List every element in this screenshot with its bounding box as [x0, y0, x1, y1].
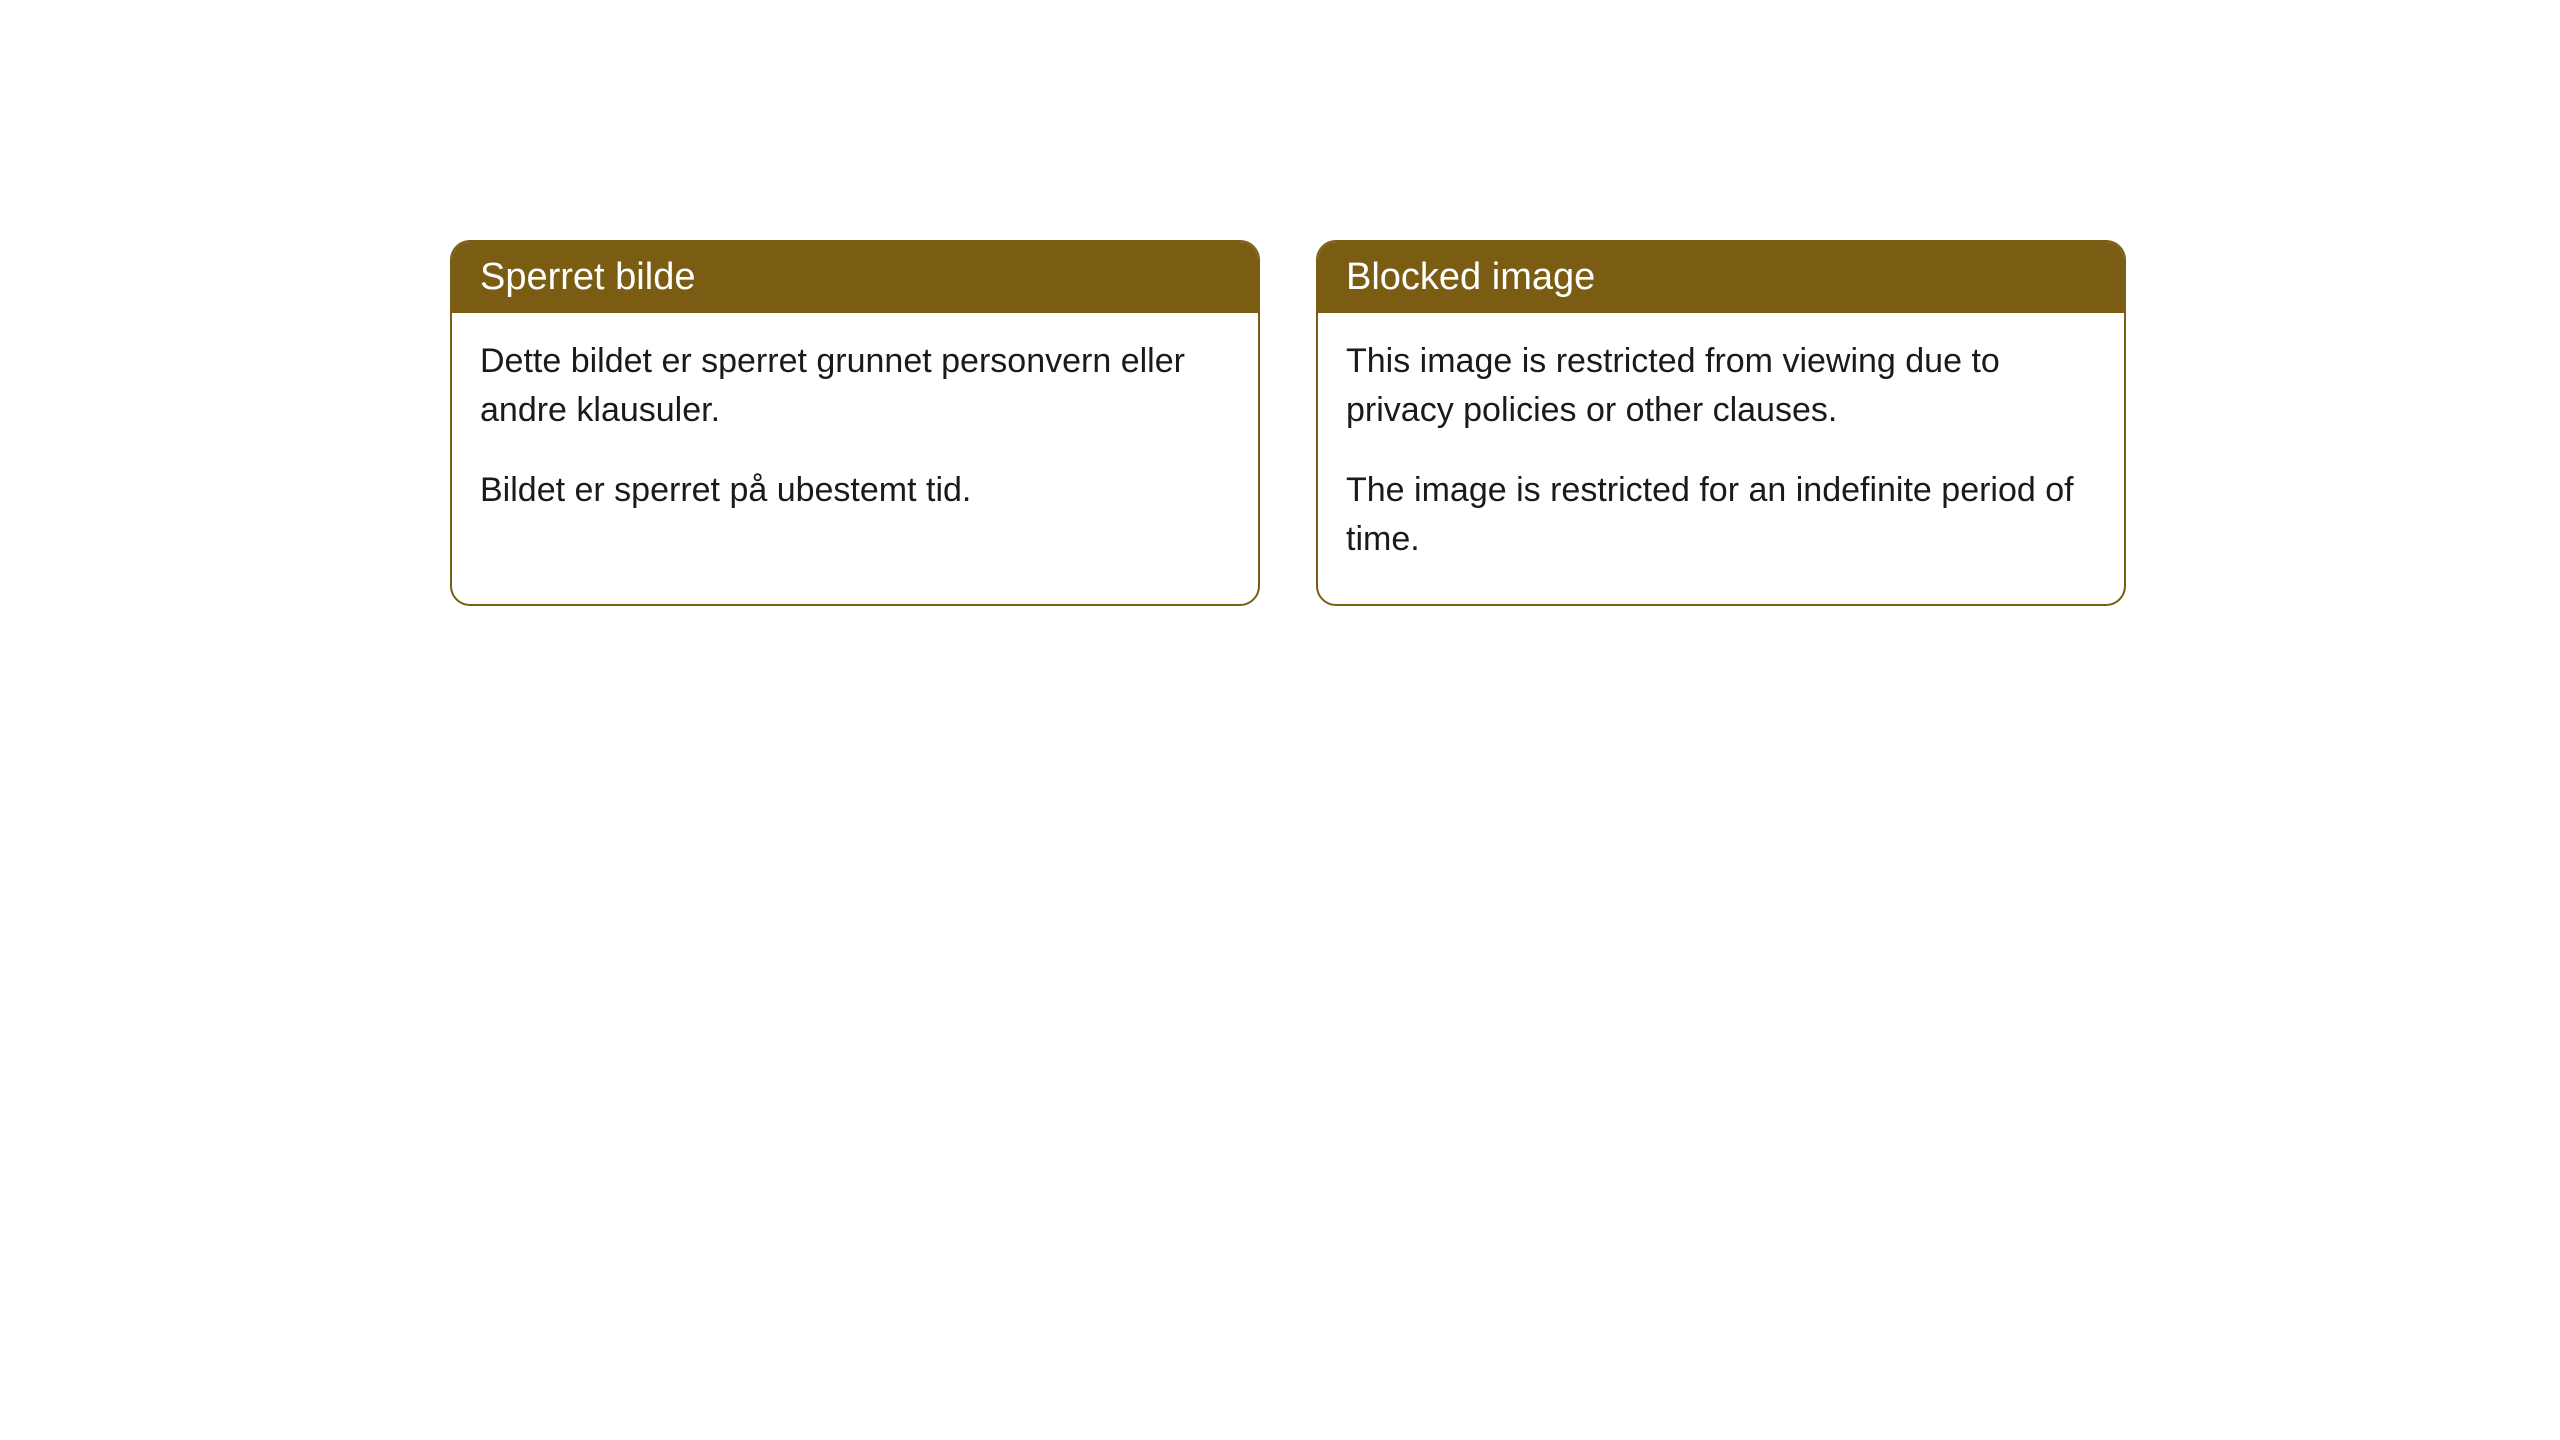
notice-container: Sperret bilde Dette bildet er sperret gr…: [450, 240, 2126, 606]
card-header-norwegian: Sperret bilde: [452, 242, 1258, 313]
blocked-image-card-english: Blocked image This image is restricted f…: [1316, 240, 2126, 606]
notice-text-line-2: The image is restricted for an indefinit…: [1346, 466, 2096, 565]
blocked-image-card-norwegian: Sperret bilde Dette bildet er sperret gr…: [450, 240, 1260, 606]
notice-text-line-1: Dette bildet er sperret grunnet personve…: [480, 337, 1230, 436]
card-title: Sperret bilde: [480, 256, 695, 298]
card-body-english: This image is restricted from viewing du…: [1318, 313, 2124, 604]
card-header-english: Blocked image: [1318, 242, 2124, 313]
card-title: Blocked image: [1346, 256, 1595, 298]
card-body-norwegian: Dette bildet er sperret grunnet personve…: [452, 313, 1258, 555]
notice-text-line-2: Bildet er sperret på ubestemt tid.: [480, 466, 1230, 515]
notice-text-line-1: This image is restricted from viewing du…: [1346, 337, 2096, 436]
